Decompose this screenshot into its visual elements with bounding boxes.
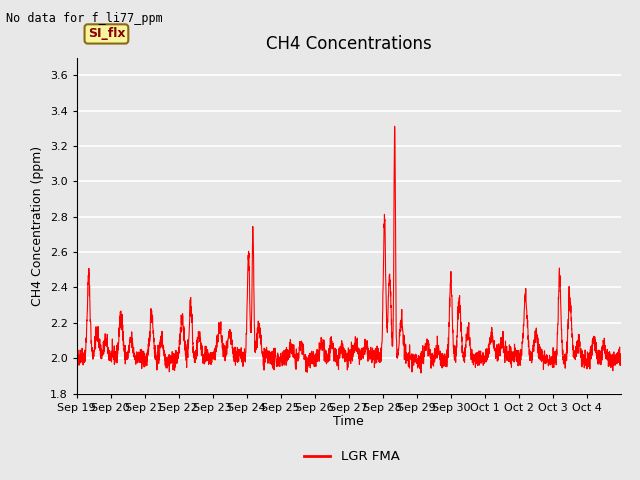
Text: SI_flx: SI_flx [88, 27, 125, 40]
Title: CH4 Concentrations: CH4 Concentrations [266, 35, 431, 53]
Text: No data for f_li77_ppm: No data for f_li77_ppm [6, 12, 163, 25]
Y-axis label: CH4 Concentration (ppm): CH4 Concentration (ppm) [31, 145, 44, 306]
Legend: LGR FMA: LGR FMA [299, 445, 405, 468]
X-axis label: Time: Time [333, 415, 364, 429]
